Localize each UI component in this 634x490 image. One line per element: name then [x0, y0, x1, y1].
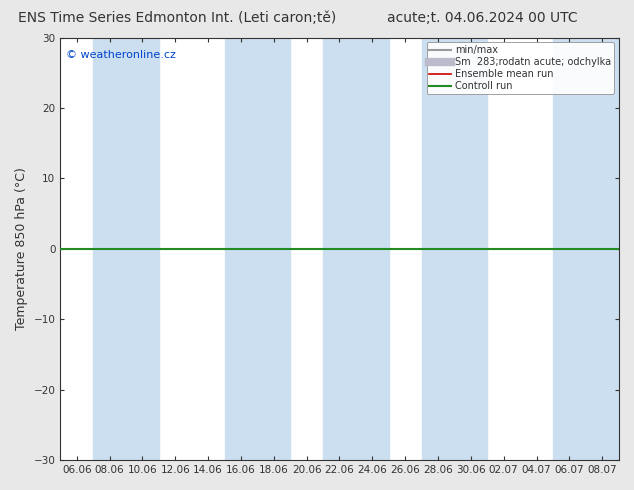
Legend: min/max, Sm  283;rodatn acute; odchylka, Ensemble mean run, Controll run: min/max, Sm 283;rodatn acute; odchylka, … [427, 43, 614, 94]
Bar [224, 38, 290, 460]
Text: ENS Time Series Edmonton Int. (Leti caron;tě): ENS Time Series Edmonton Int. (Leti caro… [18, 11, 337, 25]
Bar [422, 38, 488, 460]
Bar [553, 38, 619, 460]
Y-axis label: Temperature 850 hPa (°C): Temperature 850 hPa (°C) [15, 168, 28, 330]
Bar [323, 38, 389, 460]
Text: acute;t. 04.06.2024 00 UTC: acute;t. 04.06.2024 00 UTC [387, 11, 577, 25]
Text: © weatheronline.cz: © weatheronline.cz [66, 50, 176, 60]
Bar [93, 38, 159, 460]
